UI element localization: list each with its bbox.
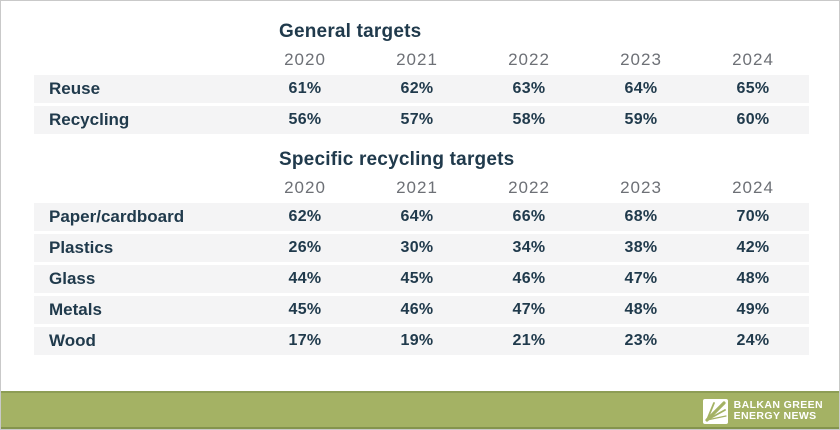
value-cell: 46% [361, 296, 473, 324]
footer-logo-line2: ENERGY NEWS [733, 410, 817, 422]
value-cell: 47% [585, 265, 697, 293]
year-column-header: 2020 [284, 50, 326, 69]
section-title-general-targets: General targets [279, 21, 422, 42]
year-column-header: 2021 [396, 178, 438, 197]
row-label: Paper/cardboard [34, 203, 249, 231]
year-column-header: 2023 [620, 178, 662, 197]
footer-logo-line1: BALKAN GREEN [733, 399, 823, 411]
value-cell: 34% [473, 234, 585, 262]
year-column-header: 2023 [620, 50, 662, 69]
value-cell: 48% [697, 265, 809, 293]
value-cell: 64% [585, 75, 697, 103]
year-header-row: 2020 2021 2022 2023 2024 [34, 48, 809, 72]
value-cell: 60% [697, 106, 809, 134]
value-cell: 47% [473, 296, 585, 324]
value-cell: 30% [361, 234, 473, 262]
row-label: Glass [34, 265, 249, 293]
year-column-header: 2024 [732, 178, 774, 197]
table-row: Wood 17% 19% 21% 23% 24% [34, 327, 809, 355]
row-label: Metals [34, 296, 249, 324]
year-column-header: 2022 [508, 178, 550, 197]
balkan-green-energy-news-logo-icon [702, 398, 728, 424]
table-row: Metals 45% 46% 47% 48% 49% [34, 296, 809, 324]
value-cell: 23% [585, 327, 697, 355]
value-cell: 58% [473, 106, 585, 134]
value-cell: 56% [249, 106, 361, 134]
row-label: Plastics [34, 234, 249, 262]
year-column-header: 2022 [508, 50, 550, 69]
row-label: Recycling [34, 106, 249, 134]
table-row: Plastics 26% 30% 34% 38% 42% [34, 234, 809, 262]
value-cell: 65% [697, 75, 809, 103]
value-cell: 24% [697, 327, 809, 355]
year-column-header: 2024 [732, 50, 774, 69]
footer-brand-bar: BALKAN GREEN ENERGY NEWS [1, 391, 839, 429]
row-label: Wood [34, 327, 249, 355]
value-cell: 49% [697, 296, 809, 324]
year-header-row: 2020 2021 2022 2023 2024 [34, 176, 809, 200]
value-cell: 70% [697, 203, 809, 231]
value-cell: 26% [249, 234, 361, 262]
blank-header-cell [34, 48, 249, 72]
value-cell: 21% [473, 327, 585, 355]
value-cell: 48% [585, 296, 697, 324]
section-title-specific-recycling-targets: Specific recycling targets [279, 149, 515, 170]
table-row: Paper/cardboard 62% 64% 66% 68% 70% [34, 203, 809, 231]
specific-recycling-targets-table: 2020 2021 2022 2023 2024 Paper/cardboard 62% 64… [34, 173, 809, 358]
value-cell: 62% [249, 203, 361, 231]
value-cell: 44% [249, 265, 361, 293]
value-cell: 68% [585, 203, 697, 231]
general-targets-table: 2020 2021 2022 2023 2024 Reuse 61% 62% 63% 64% 65%… [34, 45, 809, 137]
table-row: Recycling 56% 57% 58% 59% 60% [34, 106, 809, 134]
footer-logo-text: BALKAN GREEN ENERGY NEWS [734, 400, 823, 422]
value-cell: 19% [361, 327, 473, 355]
value-cell: 17% [249, 327, 361, 355]
value-cell: 64% [361, 203, 473, 231]
year-column-header: 2021 [396, 50, 438, 69]
year-column-header: 2020 [284, 178, 326, 197]
table-row: Reuse 61% 62% 63% 64% 65% [34, 75, 809, 103]
blank-header-cell [34, 176, 249, 200]
value-cell: 57% [361, 106, 473, 134]
value-cell: 38% [585, 234, 697, 262]
table-row: Glass 44% 45% 46% 47% 48% [34, 265, 809, 293]
value-cell: 45% [249, 296, 361, 324]
row-label: Reuse [34, 75, 249, 103]
value-cell: 42% [697, 234, 809, 262]
value-cell: 61% [249, 75, 361, 103]
value-cell: 62% [361, 75, 473, 103]
value-cell: 46% [473, 265, 585, 293]
value-cell: 63% [473, 75, 585, 103]
value-cell: 66% [473, 203, 585, 231]
value-cell: 59% [585, 106, 697, 134]
value-cell: 45% [361, 265, 473, 293]
